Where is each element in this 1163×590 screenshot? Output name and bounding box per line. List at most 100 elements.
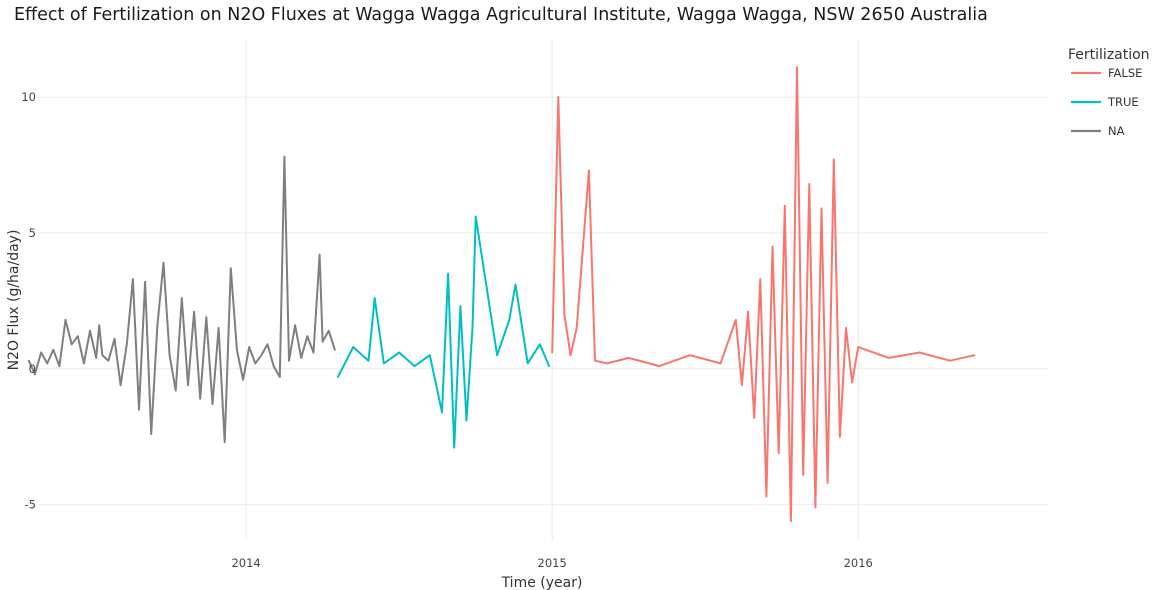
x-axis-ticks: 2014 2015 2016 bbox=[231, 556, 872, 570]
data-point-na bbox=[272, 365, 275, 367]
legend-label-false: FALSE bbox=[1108, 66, 1142, 80]
data-point-true bbox=[539, 343, 541, 346]
legend-item-true[interactable]: TRUE bbox=[1071, 95, 1139, 109]
data-point-false bbox=[790, 520, 792, 522]
data-point-na bbox=[283, 155, 286, 158]
legend: Fertilization FALSE TRUE NA bbox=[1068, 47, 1150, 138]
data-point-true bbox=[428, 354, 431, 357]
data-point-na bbox=[288, 359, 290, 362]
data-point-na bbox=[113, 338, 116, 340]
data-point-na bbox=[260, 354, 263, 357]
data-point-na bbox=[211, 403, 214, 406]
data-point-true bbox=[398, 351, 401, 354]
data-point-false bbox=[575, 327, 578, 329]
data-point-na bbox=[34, 373, 36, 376]
data-point-false bbox=[777, 452, 780, 454]
data-point-na bbox=[266, 343, 269, 346]
data-point-false bbox=[627, 357, 630, 359]
data-point-na bbox=[156, 324, 159, 327]
data-point-true bbox=[459, 305, 462, 308]
data-point-na bbox=[119, 384, 122, 387]
data-point-true bbox=[526, 362, 529, 365]
y-tick-label: 5 bbox=[29, 226, 36, 240]
data-point-na bbox=[327, 329, 330, 332]
x-tick-label: 2016 bbox=[844, 556, 873, 570]
data-point-na bbox=[306, 335, 309, 338]
data-point-na bbox=[144, 280, 147, 283]
data-point-false bbox=[734, 318, 737, 321]
data-point-false bbox=[569, 354, 572, 357]
data-point-na bbox=[193, 310, 195, 313]
data-point-false bbox=[814, 506, 817, 509]
data-point-true bbox=[447, 272, 450, 275]
data-point-true bbox=[367, 359, 370, 362]
y-tick-label: 0 bbox=[29, 362, 36, 376]
data-point-false bbox=[845, 327, 847, 329]
data-point-na bbox=[312, 351, 315, 354]
data-point-na bbox=[98, 324, 101, 327]
data-point-false bbox=[551, 351, 554, 354]
y-axis-title: N2O Flux (g/ha/day) bbox=[6, 230, 22, 371]
chart-title: Effect of Fertilization on N2O Fluxes at… bbox=[14, 5, 988, 25]
data-point-true bbox=[471, 324, 474, 327]
legend-item-false[interactable]: FALSE bbox=[1071, 66, 1142, 80]
gridlines bbox=[38, 40, 1048, 540]
data-point-false bbox=[658, 365, 661, 367]
data-point-na bbox=[64, 318, 67, 321]
data-point-false bbox=[838, 435, 841, 438]
data-point-true bbox=[508, 318, 511, 321]
data-point-na bbox=[300, 357, 303, 359]
data-point-na bbox=[199, 397, 202, 400]
data-point-true bbox=[514, 283, 517, 286]
data-point-na bbox=[83, 362, 85, 365]
legend-label-na: NA bbox=[1108, 124, 1125, 138]
data-point-true bbox=[453, 446, 456, 449]
data-point-na bbox=[248, 346, 251, 348]
data-point-true bbox=[548, 365, 551, 367]
data-point-false bbox=[802, 473, 805, 476]
data-point-na bbox=[229, 267, 232, 270]
data-point-na bbox=[131, 278, 134, 281]
data-point-false bbox=[832, 158, 835, 161]
data-point-true bbox=[382, 362, 385, 365]
data-point-false bbox=[753, 416, 756, 419]
legend-item-na[interactable]: NA bbox=[1071, 124, 1125, 138]
data-point-false bbox=[689, 354, 691, 357]
data-point-na bbox=[138, 408, 140, 411]
data-point-na bbox=[278, 376, 281, 378]
data-point-na bbox=[205, 316, 208, 319]
data-point-na bbox=[89, 329, 91, 332]
data-point-na bbox=[168, 354, 171, 357]
data-point-false bbox=[759, 278, 762, 281]
data-point-false bbox=[796, 66, 798, 69]
data-point-true bbox=[413, 365, 416, 367]
series-line-true bbox=[337, 215, 551, 449]
data-point-false bbox=[808, 183, 811, 185]
data-point-false bbox=[973, 354, 976, 357]
y-tick-label: 10 bbox=[21, 90, 36, 104]
data-point-false bbox=[851, 381, 854, 384]
data-point-na bbox=[254, 362, 257, 365]
data-point-false bbox=[771, 245, 774, 248]
data-point-false bbox=[747, 310, 749, 313]
data-point-na bbox=[76, 335, 79, 338]
data-point-na bbox=[52, 348, 55, 351]
data-point-true bbox=[373, 297, 376, 300]
data-point-na bbox=[101, 354, 104, 357]
data-point-na bbox=[58, 365, 61, 367]
data-point-true bbox=[474, 215, 477, 218]
series-line-false bbox=[551, 66, 975, 522]
data-point-na bbox=[187, 384, 189, 387]
data-point-true bbox=[496, 354, 498, 357]
series-line-na bbox=[27, 155, 336, 444]
data-point-false bbox=[594, 359, 596, 362]
legend-label-true: TRUE bbox=[1107, 95, 1139, 109]
data-point-true bbox=[337, 376, 339, 378]
data-point-false bbox=[741, 384, 743, 387]
data-point-na bbox=[236, 348, 238, 351]
data-point-true bbox=[352, 346, 355, 348]
data-point-false bbox=[606, 362, 609, 365]
data-point-false bbox=[563, 313, 566, 316]
data-point-na bbox=[333, 348, 336, 351]
data-point-false bbox=[719, 362, 722, 365]
